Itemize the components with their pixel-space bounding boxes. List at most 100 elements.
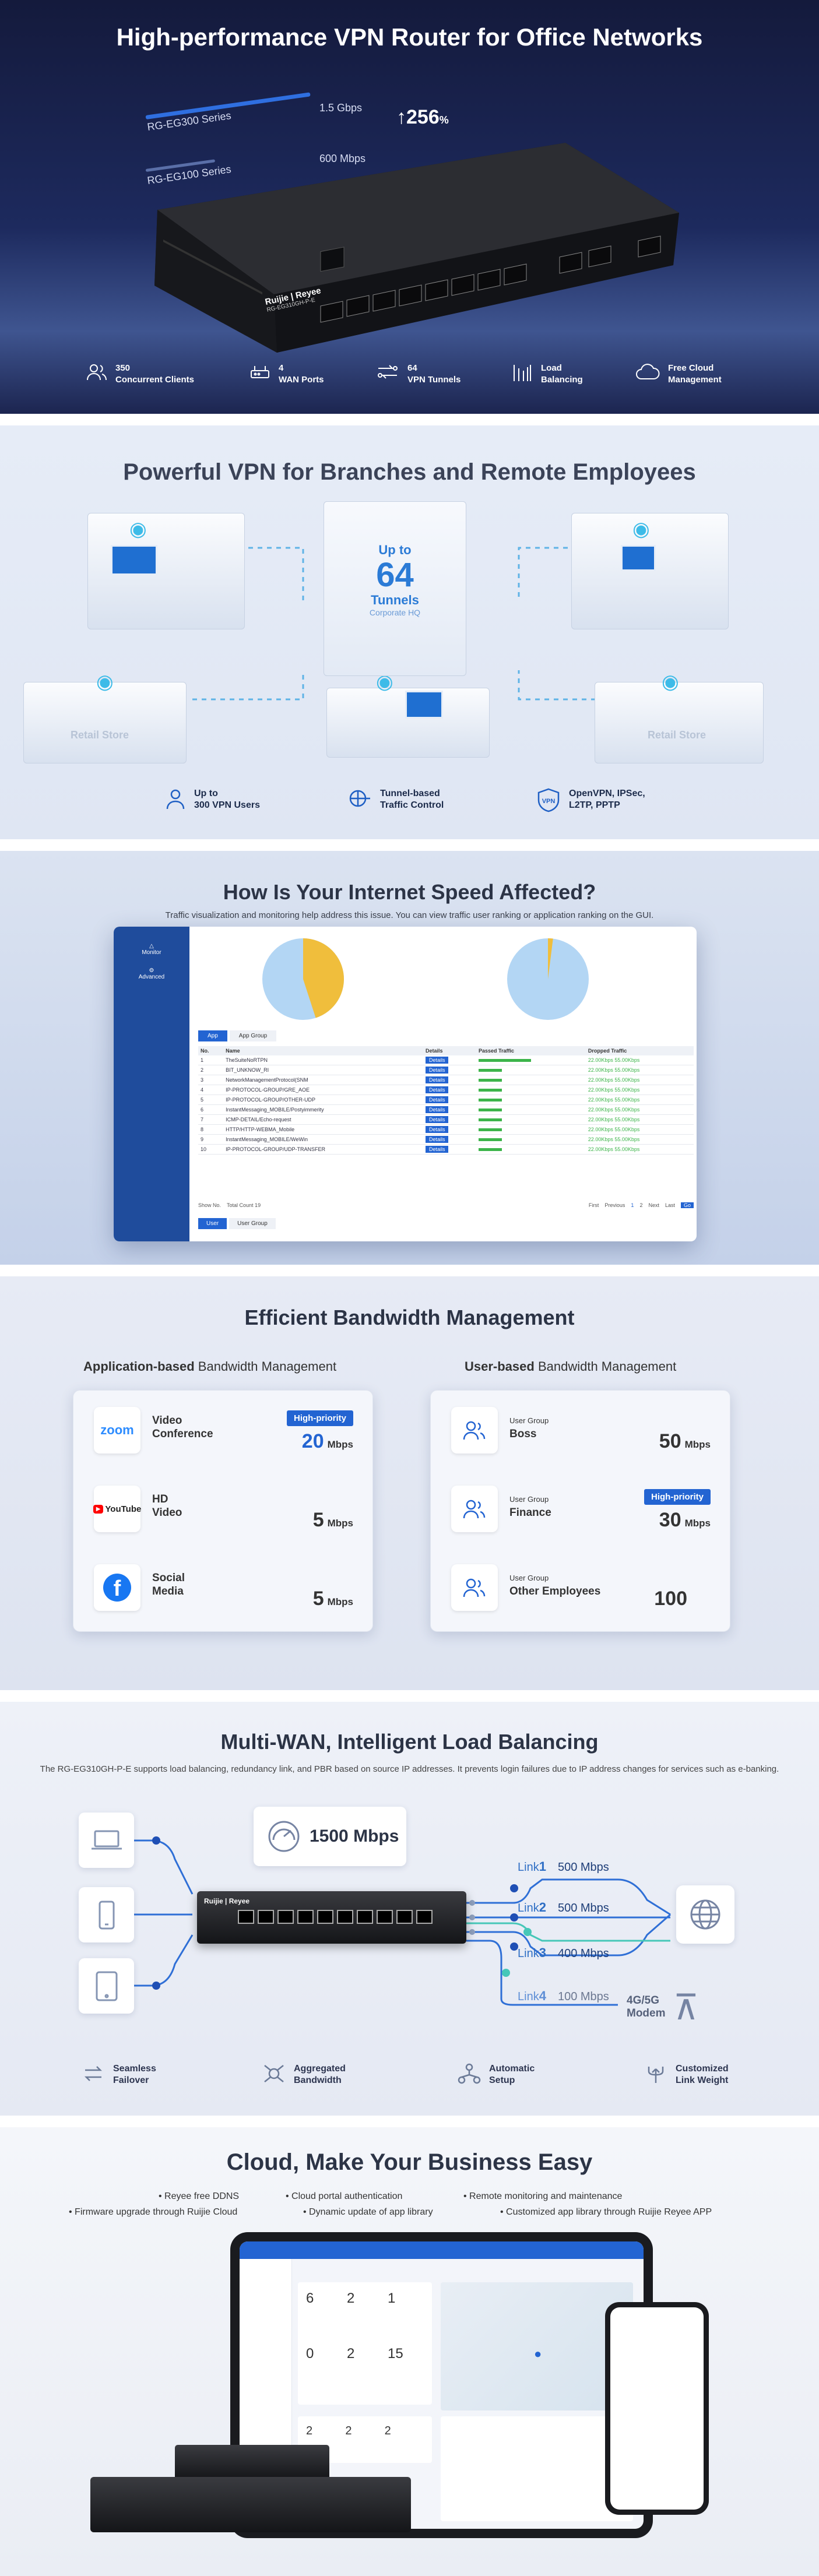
high-priority-badge: High-priority: [287, 1410, 353, 1426]
feature-link-weight: Customized Link Weight: [644, 2063, 729, 2086]
speed-section: How Is Your Internet Speed Affected? Tra…: [0, 851, 819, 1265]
app-label: Social Media: [152, 1571, 185, 1598]
vpn-icon: VPN: [537, 788, 560, 812]
app-row-zoom: zoom Video Conference High-priority 20 Mbp…: [94, 1396, 353, 1455]
internet-device: [676, 1885, 734, 1944]
stats-panel: 6 2 1 0 2 15: [298, 2282, 432, 2405]
router-ports: [238, 1910, 433, 1924]
cell-passed: [476, 1114, 586, 1125]
user-value: 30 Mbps: [659, 1509, 711, 1532]
table-row: 10 IP-PROTOCOL-GROUP/UDP-TRANSFER Details 2…: [198, 1144, 694, 1155]
table-row: 1 TheSuiteNoRTPN Details 22.00Kbps 55.00Kbp…: [198, 1055, 694, 1065]
router-device-large: [90, 2477, 411, 2532]
increase-value: 256: [406, 106, 440, 128]
details-button[interactable]: Details: [423, 1095, 477, 1105]
hq-tunnels: Tunnels: [371, 593, 419, 607]
map-panel: ●: [441, 2282, 633, 2410]
section-gap: [0, 414, 819, 425]
bullet-text: Remote monitoring and maintenance: [469, 2191, 623, 2201]
details-button[interactable]: Details: [423, 1055, 477, 1065]
bullet-text: Reyee free DDNS: [164, 2191, 240, 2201]
details-button[interactable]: Details: [423, 1144, 477, 1155]
stat-value: 1: [388, 2290, 396, 2306]
sidebar-item-monitor[interactable]: △ Monitor: [114, 927, 189, 956]
traffic-table: No. Name Details Passed Traffic Dropped …: [198, 1046, 694, 1155]
cell-dropped: 22.00Kbps 55.00Kbps: [585, 1134, 694, 1145]
cell-dropped: 22.00Kbps 55.00Kbps: [585, 1114, 694, 1125]
subbrand-logo: Reyee: [229, 1897, 250, 1905]
router-device-small: [175, 2445, 329, 2480]
tab-app-group[interactable]: App Group: [229, 1030, 277, 1041]
feature-clients: 350 Concurrent Clients: [86, 363, 194, 386]
pager-next[interactable]: Next: [648, 1202, 659, 1208]
pager-last[interactable]: Last: [665, 1202, 675, 1208]
pager-2[interactable]: 2: [639, 1202, 643, 1208]
router-image: [154, 143, 679, 353]
col-details: Details: [423, 1046, 477, 1055]
pager-first[interactable]: First: [588, 1202, 599, 1208]
user-value-num: 30: [659, 1509, 681, 1531]
router-device: Ruijie | Reyee: [197, 1891, 466, 1944]
feature-cloud-line1: Free Cloud: [668, 363, 714, 373]
feature-wan: 4 WAN Ports: [249, 363, 324, 386]
wifi-icon: ◉: [632, 518, 650, 540]
link-4: Link4 100 Mbps: [518, 1989, 609, 2004]
stat-value: 6: [306, 2290, 314, 2306]
stat-value: 2: [347, 2346, 355, 2362]
passed-bar: [479, 1118, 502, 1121]
details-button[interactable]: Details: [423, 1065, 477, 1075]
details-button[interactable]: Details: [423, 1114, 477, 1125]
tab-app[interactable]: App: [198, 1030, 227, 1041]
link-num: 3: [539, 1945, 546, 1960]
aggregate-icon: [264, 2065, 284, 2082]
feature-balance: Load Balancing: [512, 363, 583, 386]
cell-dropped: 22.00Kbps 55.00Kbps: [585, 1124, 694, 1135]
table-row: 5 IP-PROTOCOL-GROUP/OTHER-UDP Details 22.00…: [198, 1095, 694, 1105]
high-priority-badge: High-priority: [644, 1489, 711, 1505]
details-button[interactable]: Details: [423, 1085, 477, 1095]
sidebar-item-advanced[interactable]: ⚙ Advanced: [114, 956, 189, 980]
facebook-logo: f: [103, 1574, 131, 1602]
details-button[interactable]: Details: [423, 1124, 477, 1135]
pager-prev[interactable]: Previous: [604, 1202, 625, 1208]
retail-store-right: Retail Store: [595, 682, 764, 763]
cell-name: InstantMessaging_MOBILE/WeWin: [223, 1134, 423, 1145]
details-button[interactable]: Details: [423, 1134, 477, 1145]
cell-name: IP-PROTOCOL-GROUP/GRE_AOE: [223, 1085, 423, 1095]
bullet-app-library: • Dynamic update of app library: [303, 2207, 433, 2217]
svg-text:VPN: VPN: [542, 798, 556, 805]
tab-user-group[interactable]: User Group: [229, 1218, 276, 1229]
go-button[interactable]: Go: [680, 1202, 694, 1208]
cell-no: 8: [198, 1124, 224, 1135]
cell-no: 7: [198, 1114, 224, 1125]
arrow-up-icon: ↑: [396, 106, 406, 128]
details-label: Details: [425, 1126, 449, 1133]
vpn-connections: [192, 547, 624, 729]
user-card: User Group Boss 50 Mbps User Group Finance …: [430, 1390, 730, 1632]
user-label-1: User Group: [509, 1574, 549, 1582]
increase-unit: %: [439, 114, 449, 126]
details-label: Details: [425, 1086, 449, 1093]
passed-bar: [479, 1138, 502, 1141]
app-label-2: Media: [152, 1585, 184, 1597]
router-icon: [251, 366, 269, 378]
pager-1[interactable]: 1: [631, 1202, 634, 1208]
feature-traffic-line2: Traffic Control: [380, 800, 444, 810]
details-button[interactable]: Details: [423, 1075, 477, 1085]
cell-name: ICMP-DETAIL/Echo-request: [223, 1114, 423, 1125]
details-label: Details: [425, 1106, 449, 1113]
feature-link-weight-line2: Link Weight: [676, 2075, 729, 2085]
link-num: 4: [539, 1989, 546, 2003]
details-button[interactable]: Details: [423, 1104, 477, 1115]
table-tabs: App App Group: [198, 1030, 277, 1041]
wifi-icon: ◉: [96, 671, 114, 693]
cell-name: NetworkManagementProtocol(SNM: [223, 1075, 423, 1085]
cell-no: 9: [198, 1134, 224, 1145]
passed-bar: [479, 1128, 502, 1131]
user-label: User Group Other Employees: [509, 1571, 600, 1598]
feature-vpn-users: Up to 300 VPN Users: [165, 788, 260, 811]
tab-user[interactable]: User: [198, 1218, 227, 1229]
table-header-row: No. Name Details Passed Traffic Dropped …: [198, 1046, 694, 1055]
feature-aggregated-line2: Bandwidth: [294, 2075, 342, 2085]
link-rate: 100 Mbps: [557, 1990, 609, 2003]
